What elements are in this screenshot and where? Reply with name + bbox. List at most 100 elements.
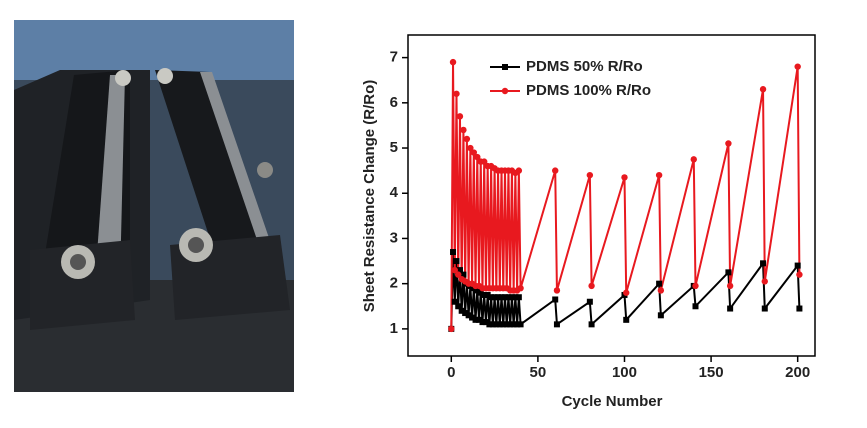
y-tick-label: 7 [390, 49, 398, 66]
data-point [796, 271, 803, 278]
data-point [460, 271, 467, 278]
data-point [500, 321, 507, 328]
data-point [507, 321, 514, 328]
data-point [469, 314, 476, 321]
data-point [484, 291, 491, 298]
data-point [479, 319, 486, 326]
data-point [515, 294, 522, 301]
data-point [467, 144, 474, 152]
data-point [493, 321, 500, 328]
x-tick-label: 200 [785, 364, 810, 381]
y-tick-label: 6 [390, 94, 398, 111]
data-point [455, 271, 462, 278]
legend-marker [501, 87, 509, 95]
data-point [655, 171, 663, 179]
data-point [503, 321, 510, 328]
y-tick-label: 3 [390, 229, 398, 246]
data-point [553, 321, 560, 328]
y-axis-label: Sheet Resistance Change (R/Ro) [361, 80, 378, 313]
data-point [588, 282, 595, 290]
data-point [481, 158, 488, 165]
data-point [794, 63, 801, 70]
data-point [588, 321, 595, 328]
data-point [692, 282, 699, 290]
y-tick-label: 4 [390, 184, 399, 201]
data-point [481, 291, 488, 298]
x-tick-label: 150 [699, 364, 724, 381]
data-point [453, 258, 460, 265]
data-point [451, 266, 458, 274]
data-point [761, 305, 768, 312]
data-point [690, 156, 697, 163]
data-point [517, 284, 524, 292]
data-point [623, 316, 630, 323]
data-point [462, 310, 469, 317]
data-point [486, 321, 493, 328]
data-point [472, 316, 479, 323]
data-point [505, 294, 512, 301]
data-point [515, 167, 523, 174]
data-point [725, 269, 732, 276]
data-point [456, 267, 463, 274]
data-point [623, 289, 630, 296]
data-point [727, 305, 734, 312]
data-point [491, 294, 498, 301]
data-point [796, 305, 803, 312]
data-point [456, 113, 464, 120]
y-tick-label: 2 [390, 275, 398, 292]
data-point [586, 298, 593, 305]
data-point [761, 278, 768, 285]
data-point [450, 249, 457, 256]
x-axis-label: Cycle Number [562, 393, 663, 410]
data-point [517, 321, 524, 328]
data-point [495, 294, 502, 301]
x-tick-label: 50 [530, 364, 547, 381]
data-point [552, 167, 559, 174]
data-point [455, 303, 462, 310]
y-tick-label: 1 [390, 320, 398, 337]
data-point [482, 319, 489, 326]
data-point [656, 280, 663, 287]
data-point [760, 260, 767, 267]
photo [14, 20, 294, 392]
data-point [794, 262, 801, 269]
data-point [512, 294, 519, 301]
x-tick-label: 100 [612, 364, 637, 381]
data-point [474, 153, 481, 161]
data-point [449, 58, 457, 66]
data-point [726, 282, 734, 290]
data-point [508, 294, 515, 301]
data-point [453, 90, 460, 97]
data-point [552, 296, 559, 303]
data-point [465, 312, 472, 319]
data-point [451, 298, 458, 305]
data-point [496, 321, 503, 328]
data-point [692, 303, 699, 310]
data-point [759, 86, 767, 93]
data-point [458, 307, 465, 314]
data-point [476, 316, 483, 323]
legend-label: PDMS 100% R/Ro [526, 82, 651, 99]
data-point [510, 321, 517, 328]
data-point [501, 294, 508, 301]
data-point [621, 174, 628, 181]
data-point [586, 171, 594, 179]
data-point [657, 287, 665, 294]
data-point [657, 312, 664, 319]
data-point [514, 321, 521, 328]
data-point [477, 289, 484, 296]
legend-marker [502, 64, 508, 70]
y-tick-label: 5 [390, 139, 398, 156]
data-point [725, 140, 732, 147]
legend-label: PDMS 50% R/Ro [526, 58, 643, 75]
data-point [488, 294, 495, 301]
data-point [489, 321, 496, 328]
data-point [470, 149, 478, 156]
data-point [474, 287, 481, 294]
data-point [463, 135, 471, 143]
x-tick-label: 0 [447, 364, 455, 381]
data-point [460, 126, 467, 134]
data-point [448, 325, 455, 333]
